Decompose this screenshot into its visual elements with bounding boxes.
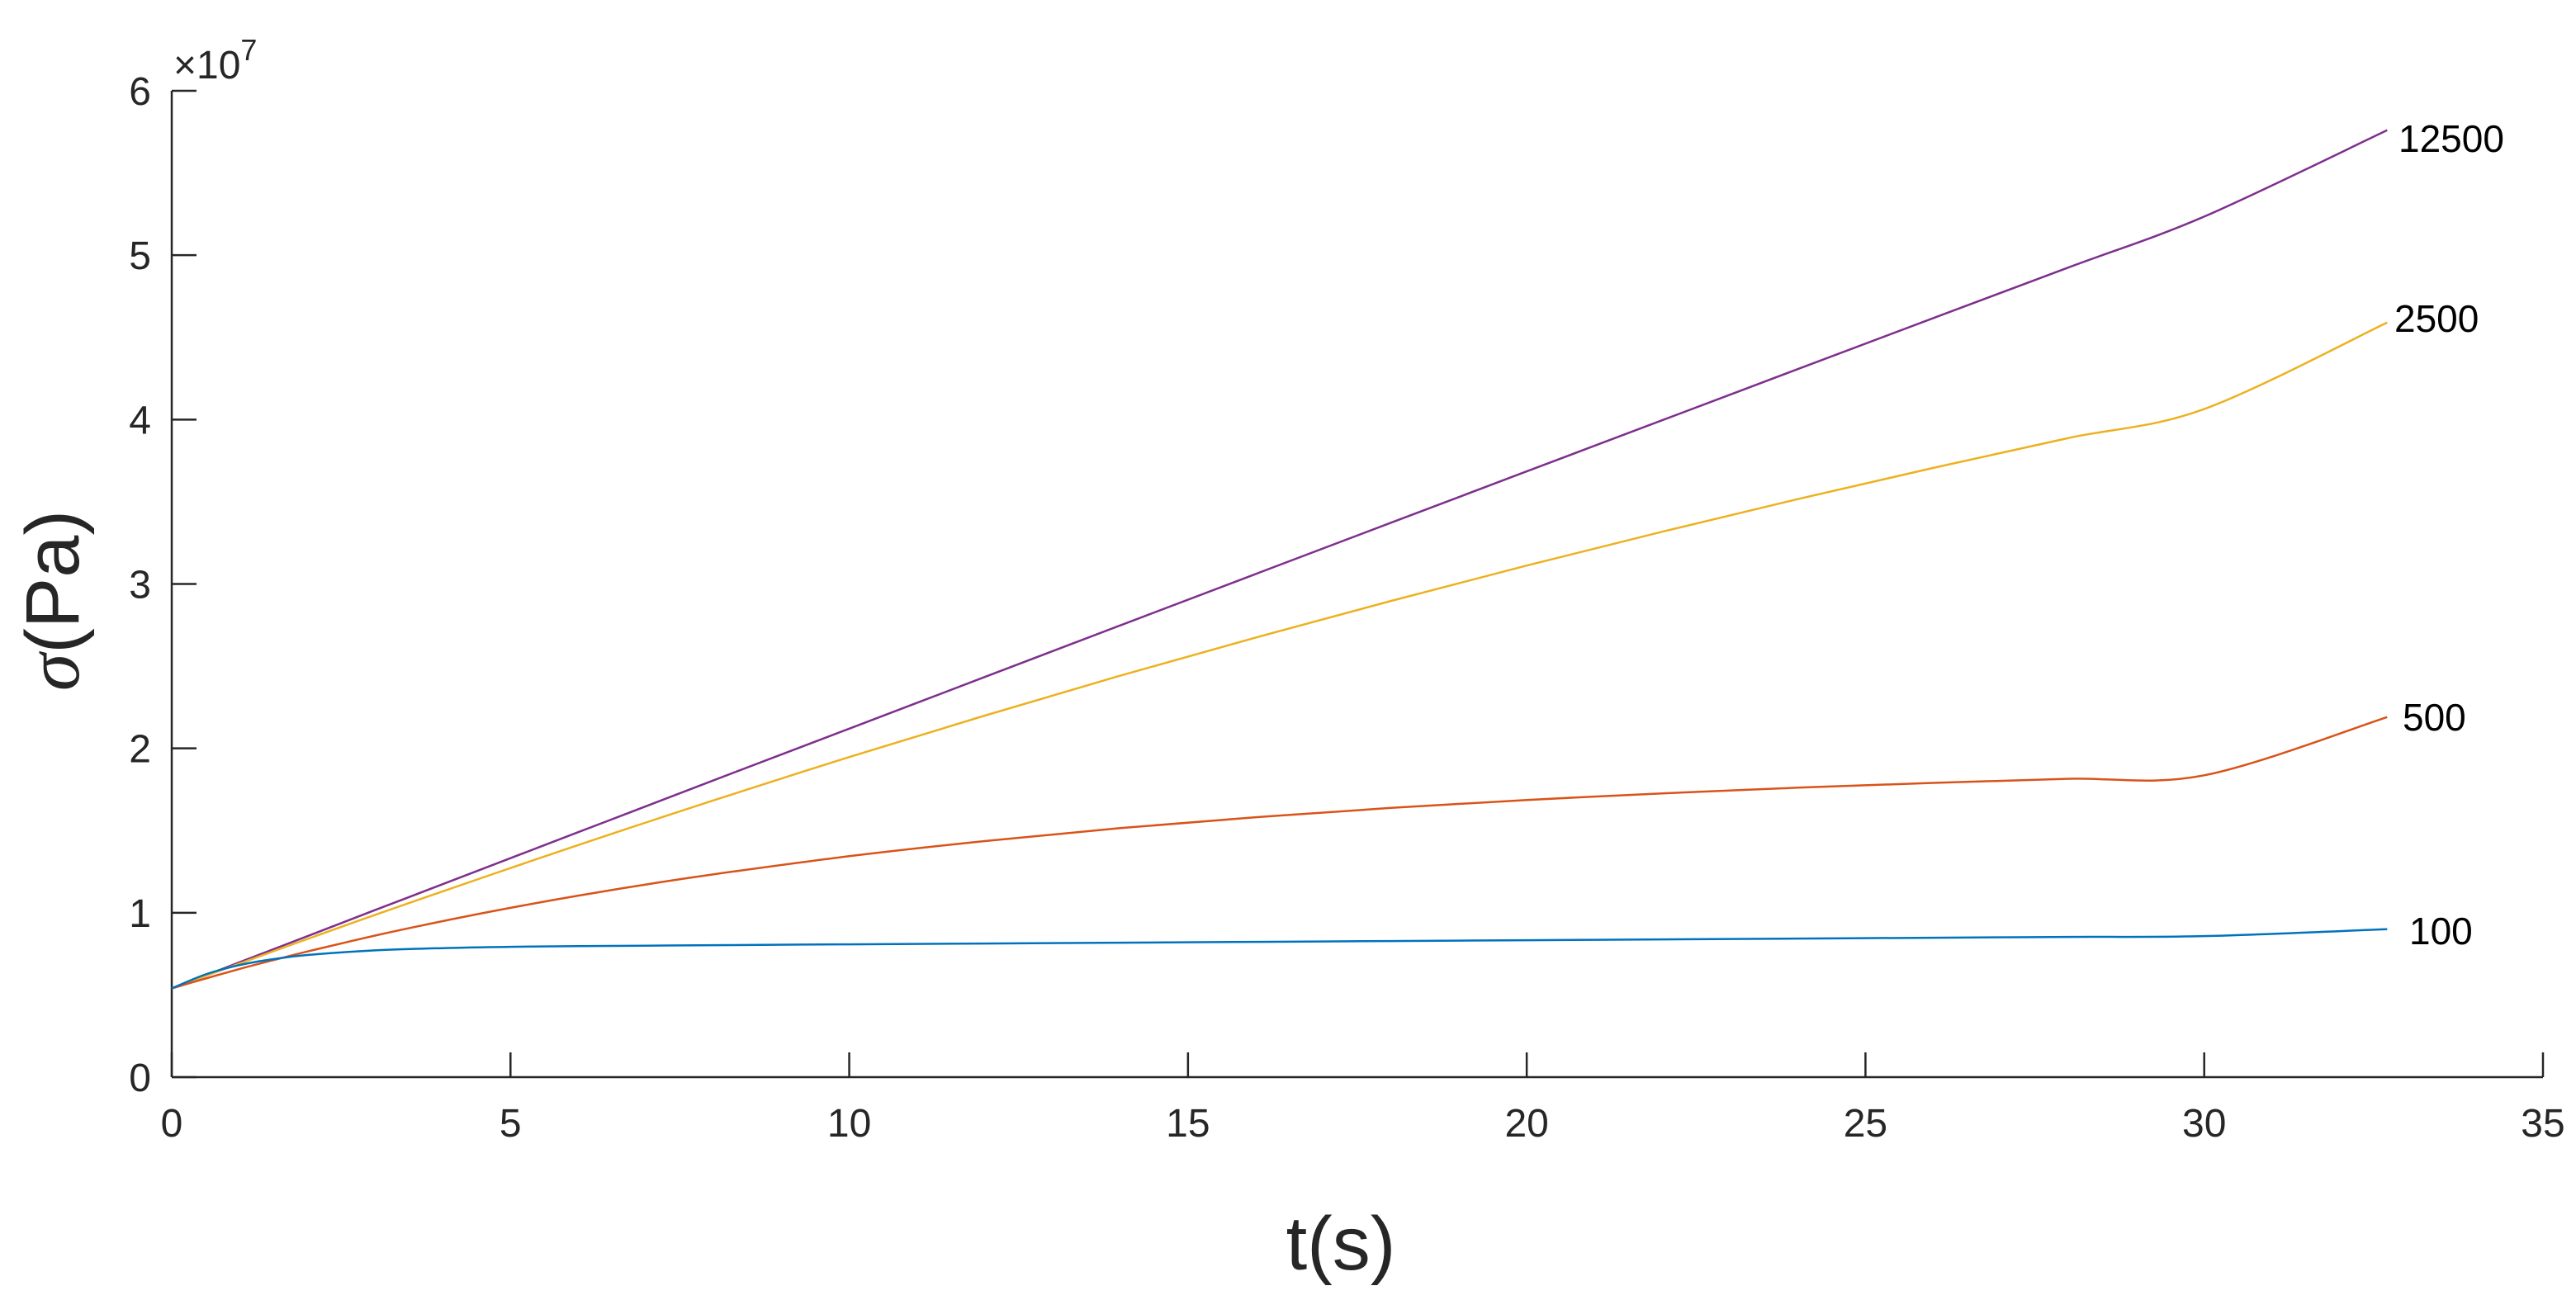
y-tick-label: 0 (129, 1057, 151, 1100)
x-tick-label: 5 (500, 1102, 522, 1146)
x-tick-label: 30 (2182, 1102, 2226, 1146)
series-line-500 (171, 716, 2388, 990)
x-tick-label: 15 (1166, 1102, 1210, 1146)
x-tick-label: 10 (827, 1102, 871, 1146)
series-line-100 (171, 928, 2388, 990)
x-tick-label: 0 (161, 1102, 183, 1146)
x-tick-label: 35 (2521, 1102, 2564, 1146)
y-exponent-power: 7 (240, 33, 257, 67)
y-tick-label: 3 (129, 564, 151, 607)
y-tick-label: 2 (129, 728, 151, 772)
plot-axes (170, 91, 2543, 1079)
series-label-12500: 12500 (2398, 117, 2504, 160)
y-axis-title: σ(Pa) (11, 510, 95, 691)
y-tick-label: 4 (129, 399, 151, 442)
y-axis-symbol: σ (11, 650, 95, 691)
y-tick-label: 6 (129, 70, 151, 114)
series-label-500: 500 (2403, 696, 2466, 739)
x-axis-title: t(s) (1286, 1202, 1396, 1286)
series-label-2500: 2500 (2394, 297, 2479, 340)
series-line-12500 (171, 129, 2388, 990)
y-axis-unit: (Pa) (11, 510, 95, 654)
series-label-100: 100 (2409, 910, 2473, 953)
y-exponent-prefix: ×10 (173, 44, 240, 87)
series-labels: 12500 2500 500 100 (2394, 117, 2504, 953)
y-tick-label: 1 (129, 892, 151, 936)
series-line-2500 (171, 321, 2388, 990)
x-tick-label: 25 (1844, 1102, 1887, 1146)
y-tick-label: 5 (129, 234, 151, 278)
x-axis-ticks: 0 5 10 15 20 25 30 35 (161, 1052, 2565, 1146)
series-lines (171, 129, 2388, 990)
y-axis-exponent: ×107 (173, 33, 257, 87)
y-axis-ticks: 0 1 2 3 4 5 6 (129, 70, 197, 1100)
x-tick-label: 20 (1504, 1102, 1548, 1146)
